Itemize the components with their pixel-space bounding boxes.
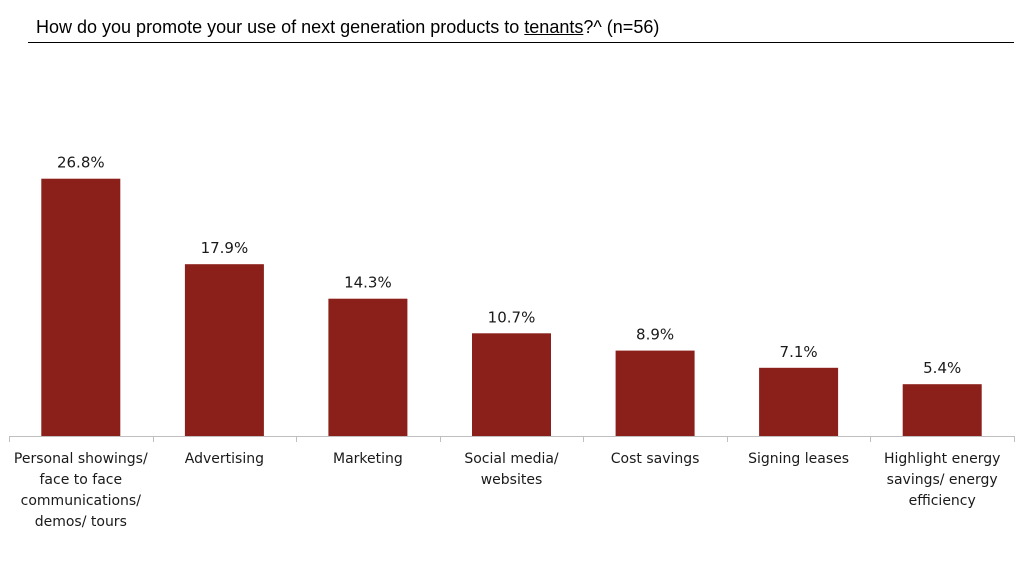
category-label-3-line-0: Social media/ <box>464 451 559 467</box>
data-label-5: 7.1% <box>780 343 818 361</box>
data-label-6: 5.4% <box>923 359 961 377</box>
category-label-0-line-3: demos/ tours <box>35 514 127 530</box>
category-label-1-line-0: Advertising <box>185 451 264 467</box>
data-label-0: 26.8% <box>57 154 105 172</box>
category-label-5: Signing leases <box>748 451 849 467</box>
data-label-2: 14.3% <box>344 274 392 292</box>
bar-5 <box>759 367 839 436</box>
title-divider <box>28 42 1014 43</box>
bar-0 <box>41 178 121 436</box>
category-label-2-line-0: Marketing <box>333 451 403 467</box>
category-label-6-line-0: Highlight energy <box>884 451 1000 467</box>
bar-4 <box>615 350 695 436</box>
category-label-0-line-0: Personal showings/ <box>14 451 148 467</box>
bar-6 <box>902 384 982 436</box>
bar-1 <box>184 264 264 436</box>
data-label-4: 8.9% <box>636 326 674 344</box>
data-label-1: 17.9% <box>201 239 249 257</box>
category-label-6-line-1: savings/ energy <box>887 472 998 488</box>
title-prefix: How do you promote your use of next gene… <box>36 17 525 37</box>
chart-title: How do you promote your use of next gene… <box>36 17 659 38</box>
bar-2 <box>328 298 408 436</box>
category-label-2: Marketing <box>333 451 403 467</box>
category-label-4-line-0: Cost savings <box>611 451 700 467</box>
category-label-0-line-2: communications/ <box>21 493 142 509</box>
title-suffix: ?^ (n=56) <box>583 17 660 37</box>
bar-3 <box>472 333 551 436</box>
category-label-5-line-0: Signing leases <box>748 451 849 467</box>
category-label-3: Social media/websites <box>464 451 559 488</box>
category-label-1: Advertising <box>185 451 264 467</box>
category-label-6: Highlight energy savings/ energy efficienc… <box>884 451 1000 509</box>
category-label-3-line-1: websites <box>481 472 543 488</box>
data-label-3: 10.7% <box>488 308 536 326</box>
category-label-6-line-2: efficiency <box>909 493 976 509</box>
category-label-0-line-1: face to face <box>40 472 123 488</box>
title-underlined-word: tenants <box>524 17 584 37</box>
category-label-0: Personal showings/face to face communicat… <box>14 451 148 530</box>
category-label-4: Cost savings <box>611 451 700 467</box>
